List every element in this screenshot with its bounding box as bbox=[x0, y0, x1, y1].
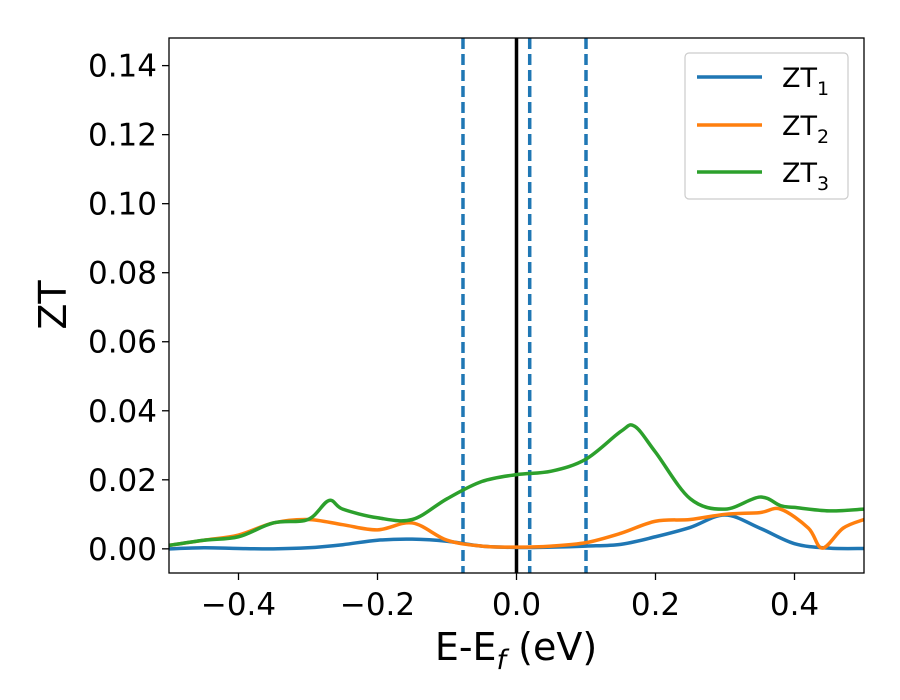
y-tick-label: 0.14 bbox=[88, 49, 157, 85]
x-tick-label: −0.4 bbox=[201, 587, 276, 623]
legend-label-zt1: ZT1 bbox=[782, 63, 829, 100]
legend-box bbox=[684, 52, 849, 200]
x-axis-title-main: E-E bbox=[435, 625, 497, 669]
y-tick-label: 0.06 bbox=[88, 325, 157, 361]
x-tick-label: 0.0 bbox=[492, 587, 541, 623]
y-tick-label: 0.08 bbox=[88, 256, 157, 292]
x-axis-title-unit: (eV) bbox=[506, 625, 597, 669]
x-tick-label: 0.2 bbox=[631, 587, 680, 623]
series-lines bbox=[169, 423, 864, 551]
legend-label-zt3: ZT3 bbox=[782, 158, 829, 195]
legend-label-zt2: ZT2 bbox=[782, 111, 829, 148]
vertical-reference-lines bbox=[461, 38, 588, 573]
y-axis-title: ZT bbox=[31, 280, 75, 330]
x-tick-label: 0.4 bbox=[770, 587, 819, 623]
y-tick-label: 0.10 bbox=[88, 187, 157, 223]
y-tick-label: 0.12 bbox=[88, 118, 157, 154]
legend-entry-1: ZT1 bbox=[697, 63, 829, 100]
y-tick-label: 0.02 bbox=[88, 463, 157, 499]
y-tick-label: 0.00 bbox=[88, 532, 157, 568]
legend-entry-2: ZT2 bbox=[697, 111, 829, 148]
y-axis-ticks: 0.00 0.02 0.04 0.06 0.08 0.10 0.12 0.14 bbox=[88, 49, 169, 568]
x-tick-label: −0.2 bbox=[340, 587, 415, 623]
series-line-zt3 bbox=[169, 423, 864, 548]
y-tick-label: 0.04 bbox=[88, 394, 157, 430]
legend: ZT1 ZT2 ZT3 bbox=[684, 52, 849, 200]
x-axis-ticks: −0.4 −0.2 0.0 0.2 0.4 bbox=[201, 573, 819, 623]
x-axis-title: E-Ef (eV) bbox=[435, 625, 597, 676]
legend-entry-3: ZT3 bbox=[697, 158, 829, 195]
